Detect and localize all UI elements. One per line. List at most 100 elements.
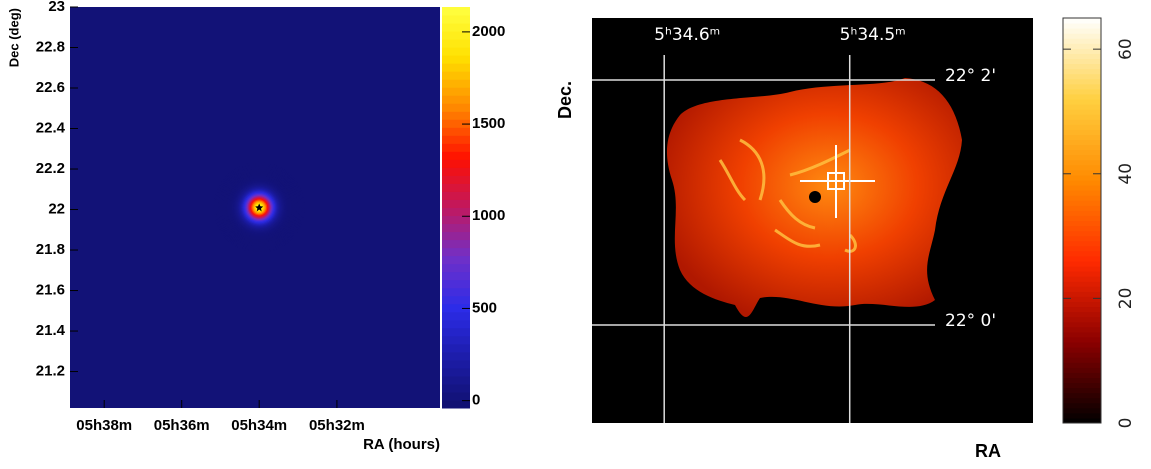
colorbar-band [442,151,470,160]
x-tick-label: 05h36m [154,417,210,434]
colorbar-band [442,111,470,120]
colorbar-band [1063,18,1101,24]
colorbar-band [442,280,470,289]
colorbar-tick-label: 1000 [472,207,505,224]
colorbar-band [442,376,470,385]
colorbar-band [1063,170,1101,176]
colorbar-band [1063,261,1101,267]
colorbar-tick-label: 60 [1116,38,1136,60]
colorbar-band [442,103,470,112]
colorbar-band [1063,69,1101,75]
ra-label: 5ʰ34.5ᵐ [840,25,906,45]
colorbar-tick-label: 0 [1116,418,1136,429]
colorbar-band [1063,388,1101,394]
y-axis-title: Dec (deg) [6,8,21,67]
x-axis-title: RA [975,441,1001,461]
y-axis-title: Dec. [555,81,575,119]
colorbar-band [442,7,470,16]
x-tick-label: 05h38m [76,417,132,434]
colorbar-band [1063,367,1101,373]
dec-label: 22° 2' [945,66,996,86]
colorbar-band [1063,104,1101,110]
colorbar-band [442,360,470,369]
dec-label: 22° 0' [945,311,996,331]
colorbar-band [1063,99,1101,105]
colorbar-band [1063,114,1101,120]
colorbar-band [442,119,470,128]
colorbar-band [1063,312,1101,318]
colorbar-band [1063,251,1101,257]
colorbar-band [1063,155,1101,161]
y-tick-label: 22.6 [36,79,65,96]
colorbar-band [1063,362,1101,368]
colorbar-band [1063,221,1101,227]
colorbar-band [442,224,470,233]
ra-label: 5ʰ34.6ᵐ [654,25,720,45]
colorbar-band [442,272,470,281]
colorbar-band [1063,190,1101,196]
colorbar-band [1063,296,1101,302]
colorbar-band [442,320,470,329]
colorbar-band [442,47,470,56]
colorbar-band [1063,276,1101,282]
colorbar-band [442,312,470,321]
colorbar-band [442,135,470,144]
colorbar-band [1063,64,1101,70]
colorbar-band [1063,185,1101,191]
x-tick-label: 05h32m [309,417,365,434]
colorbar-band [1063,291,1101,297]
colorbar-band [1063,281,1101,287]
colorbar-band [442,392,470,401]
colorbar-band [1063,210,1101,216]
colorbar-band [442,248,470,257]
colorbar-band [442,143,470,152]
colorbar-band [442,79,470,88]
colorbar-band [442,240,470,249]
colorbar-band [1063,84,1101,90]
colorbar-band [442,175,470,184]
colorbar-band [442,159,470,168]
colorbar-band [442,15,470,24]
colorbar-band [1063,145,1101,151]
colorbar-band [442,208,470,217]
colorbar-band [1063,241,1101,247]
colorbar-band [1063,160,1101,166]
colorbar-tick-label: 500 [472,299,497,316]
colorbar-band [442,256,470,265]
colorbar-band [1063,140,1101,146]
colorbar-band [442,368,470,377]
colorbar-band [442,183,470,192]
colorbar-tick-label: 2000 [472,23,505,40]
colorbar-band [1063,302,1101,308]
colorbar-band [442,296,470,305]
colorbar-band [1063,377,1101,383]
colorbar-band [1063,307,1101,313]
colorbar-band [1063,53,1101,59]
colorbar-band [1063,347,1101,353]
colorbar-band [1063,337,1101,343]
y-tick-label: 23 [48,0,65,15]
colorbar-band [1063,89,1101,95]
colorbar-band [1063,352,1101,358]
y-tick-label: 21.8 [36,241,65,258]
figure: 21.221.421.621.82222.222.422.622.82305h3… [0,0,1151,469]
colorbar-band [1063,134,1101,140]
colorbar-band [1063,205,1101,211]
y-tick-label: 22 [48,200,65,217]
colorbar-band [442,336,470,345]
colorbar-band [1063,226,1101,232]
colorbar-band [442,63,470,72]
colorbar-tick-label: 1500 [472,115,505,132]
colorbar-band [1063,43,1101,49]
y-tick-label: 22.4 [36,119,66,136]
colorbar-band [1063,393,1101,399]
colorbar-band [1063,165,1101,171]
colorbar-band [1063,327,1101,333]
colorbar-tick-label: 0 [472,392,480,409]
colorbar-band [1063,195,1101,201]
colorbar-band [1063,231,1101,237]
colorbar-band [1063,383,1101,389]
y-tick-label: 22.2 [36,160,65,177]
x-tick-label: 05h34m [231,417,287,434]
colorbar-band [1063,357,1101,363]
